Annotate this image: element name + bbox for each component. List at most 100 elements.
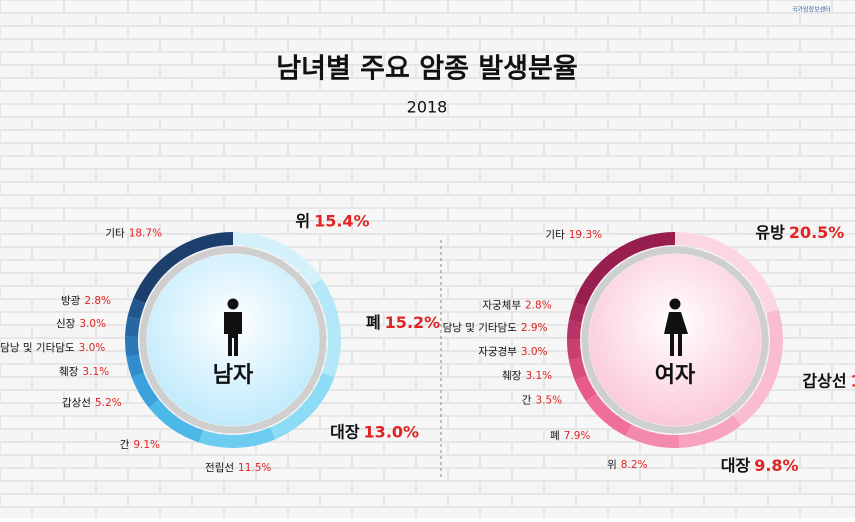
donut-chart: 위 15.4% 폐 15.2% 대장 13.0% 전립선 11.5% 간 9.1% 갑상선 5.2% 췌… bbox=[0, 211, 440, 474]
segment-label: 간 9.1% bbox=[120, 439, 160, 451]
value-label: 11.5% bbox=[238, 462, 271, 474]
category-name: 기타 bbox=[545, 229, 565, 241]
category-name: 췌장 bbox=[59, 366, 79, 378]
segment-label: 신장 3.0% bbox=[56, 318, 106, 330]
donut-segment bbox=[568, 302, 587, 323]
donut-segment bbox=[675, 232, 779, 314]
category-name: 자궁체부 bbox=[482, 300, 521, 312]
inner-ring bbox=[139, 246, 327, 434]
donut-segment bbox=[131, 372, 160, 408]
value-label: 7.9% bbox=[564, 430, 591, 442]
category-name: 위 bbox=[607, 458, 617, 471]
male-icon-head bbox=[227, 298, 239, 310]
segment-label: 대장 9.8% bbox=[721, 455, 799, 474]
donut-segment bbox=[732, 309, 783, 426]
value-label: 9.8% bbox=[754, 455, 798, 474]
segment-label: 갑상선 5.2% bbox=[62, 397, 122, 409]
inner-circle bbox=[589, 254, 761, 426]
donut-segment bbox=[568, 357, 587, 381]
segment-label: 기타 19.3% bbox=[545, 229, 602, 241]
segment-label: 폐 7.9% bbox=[550, 430, 590, 442]
donut-segment bbox=[133, 232, 233, 304]
value-label: 8.2% bbox=[621, 459, 648, 471]
female-icon-body bbox=[664, 312, 688, 356]
logo: 국가암정보센터 bbox=[792, 6, 831, 14]
segment-label: 전립선 11.5% bbox=[205, 461, 271, 474]
segment-label: 위 15.4% bbox=[295, 211, 369, 230]
segment-label: 폐 15.2% bbox=[366, 313, 440, 332]
value-label: 13.0% bbox=[364, 422, 420, 441]
segment-label: 유방 20.5% bbox=[755, 222, 844, 241]
inner-ring bbox=[581, 246, 769, 434]
segment-label: 간 3.5% bbox=[522, 394, 562, 406]
value-label: 3.5% bbox=[535, 394, 562, 406]
inner-circle bbox=[147, 254, 319, 426]
category-name: 폐 bbox=[366, 313, 381, 332]
subtitle: 2018 bbox=[407, 98, 448, 117]
segment-label: 자궁체부 2.8% bbox=[482, 300, 551, 312]
segment-label: 담낭 및 기타담도 2.9% bbox=[443, 322, 548, 334]
donut-segment bbox=[574, 375, 597, 402]
category-name: 담낭 및 기타담도 bbox=[0, 342, 75, 354]
category-name: 자궁경부 bbox=[478, 345, 517, 358]
donut-segment bbox=[125, 336, 140, 357]
segment-label: 위 8.2% bbox=[607, 458, 647, 471]
segment-label: 췌장 3.1% bbox=[59, 366, 109, 378]
value-label: 2.8% bbox=[525, 300, 552, 312]
segment-label: 담낭 및 기타담도 3.0% bbox=[0, 342, 105, 354]
donut-segment bbox=[573, 232, 675, 307]
title: 남녀별 주요 암종 발생분율 bbox=[276, 54, 577, 85]
donut-chart: 유방20.5%갑상선19.1%대장9.8%위8.2%폐7.9%간3.5%췌장3.… bbox=[443, 222, 855, 474]
donut-segment bbox=[198, 427, 276, 448]
value-label: 2.8% bbox=[84, 295, 111, 307]
value-label: 9.1% bbox=[133, 439, 160, 451]
value-label: 19.3% bbox=[569, 229, 602, 241]
category-name: 기타 bbox=[105, 227, 125, 239]
category-name: 대장 bbox=[721, 455, 751, 474]
value-label: 5.2% bbox=[95, 397, 122, 409]
value-label: 15.4% bbox=[314, 211, 370, 230]
category-name: 췌장 bbox=[502, 370, 522, 382]
value-label: 2.9% bbox=[521, 322, 548, 334]
value-label: 3.0% bbox=[79, 342, 106, 354]
value-label: 15.2% bbox=[385, 313, 441, 332]
female-icon-head bbox=[669, 298, 681, 310]
segment-label: 방광 2.8% bbox=[61, 295, 111, 307]
category-name: 담낭 및 기타담도 bbox=[443, 322, 518, 334]
category-name: 간 bbox=[522, 394, 532, 406]
segment-label: 대장 13.0% bbox=[330, 422, 419, 441]
donut-segment bbox=[567, 320, 582, 340]
male-icon-body bbox=[224, 312, 242, 356]
category-name: 대장 bbox=[330, 422, 360, 441]
category-name: 신장 bbox=[56, 318, 76, 330]
category-name: 위 bbox=[295, 211, 310, 230]
value-label: 3.0% bbox=[79, 318, 106, 330]
category-name: 갑상선 bbox=[802, 371, 846, 390]
donut-segment bbox=[127, 298, 146, 320]
donut-segment bbox=[148, 399, 204, 443]
segment-label: 갑상선 19.1% bbox=[802, 371, 855, 390]
category-name: 유방 bbox=[755, 222, 785, 241]
donut-segment bbox=[125, 316, 141, 338]
donut-segment bbox=[567, 339, 582, 361]
value-label: 3.1% bbox=[525, 370, 552, 382]
center-label: 남자 bbox=[213, 363, 254, 388]
category-name: 간 bbox=[120, 439, 130, 451]
category-name: 갑상선 bbox=[62, 397, 91, 409]
value-label: 18.7% bbox=[129, 227, 162, 239]
donut-segment bbox=[270, 372, 335, 440]
value-label: 20.5% bbox=[789, 222, 845, 241]
donut-segment bbox=[233, 232, 322, 287]
category-name: 폐 bbox=[550, 430, 560, 442]
category-name: 전립선 bbox=[205, 461, 234, 474]
donut-segment bbox=[311, 278, 342, 378]
donut-segment bbox=[126, 354, 144, 378]
value-label: 3.0% bbox=[521, 346, 548, 358]
center-label: 여자 bbox=[655, 363, 696, 388]
donut-segment bbox=[625, 424, 680, 448]
segment-label: 췌장 3.1% bbox=[502, 370, 552, 382]
donut-segment bbox=[585, 393, 632, 437]
donut-segment bbox=[678, 415, 741, 448]
value-label: 3.1% bbox=[82, 366, 109, 378]
